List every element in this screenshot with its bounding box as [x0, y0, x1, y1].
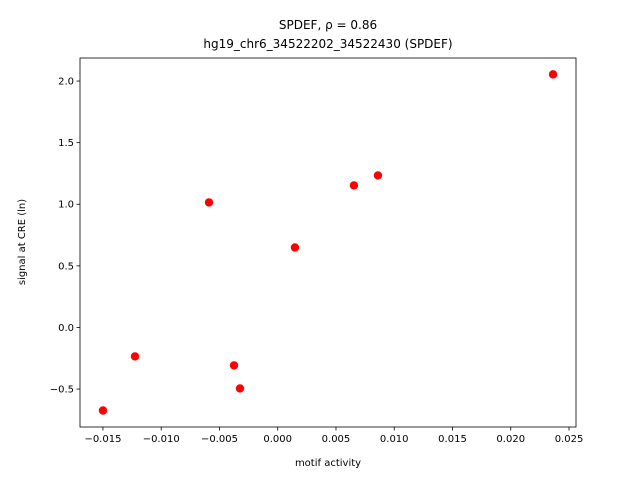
- x-tick-label: −0.005: [201, 434, 238, 445]
- y-tick-label: 2.0: [58, 77, 74, 88]
- x-tick-label: 0.020: [496, 434, 525, 445]
- point: [229, 361, 239, 370]
- x-tick-label: 0.005: [322, 434, 351, 445]
- y-tick-label: 1.5: [58, 138, 74, 149]
- x-tick-label: 0.010: [380, 434, 409, 445]
- x-tick-label: −0.010: [143, 434, 180, 445]
- x-tick-label: −0.015: [84, 434, 121, 445]
- point: [548, 70, 558, 79]
- x-tick-label: 0.000: [263, 434, 292, 445]
- x-tick-label: 0.015: [438, 434, 467, 445]
- y-axis-label: signal at CRE (ln): [17, 199, 28, 285]
- chart-subtitle: hg19_chr6_34522202_34522430 (SPDEF): [203, 37, 452, 51]
- plot-frame: [79, 57, 577, 428]
- y-tick-label: 1.0: [58, 200, 74, 211]
- point: [349, 181, 359, 190]
- point: [98, 406, 108, 415]
- y-tick-label: 0.5: [58, 261, 74, 272]
- y-tick-label: 0.0: [58, 323, 74, 334]
- x-axis-label: motif activity: [295, 458, 361, 469]
- point: [204, 198, 214, 207]
- point: [130, 352, 140, 361]
- chart-title: SPDEF, ρ = 0.86: [279, 18, 377, 32]
- point: [373, 171, 383, 180]
- point: [235, 384, 245, 393]
- x-tick-label: 0.025: [555, 434, 584, 445]
- y-tick-label: −0.5: [50, 385, 74, 396]
- point: [290, 243, 300, 252]
